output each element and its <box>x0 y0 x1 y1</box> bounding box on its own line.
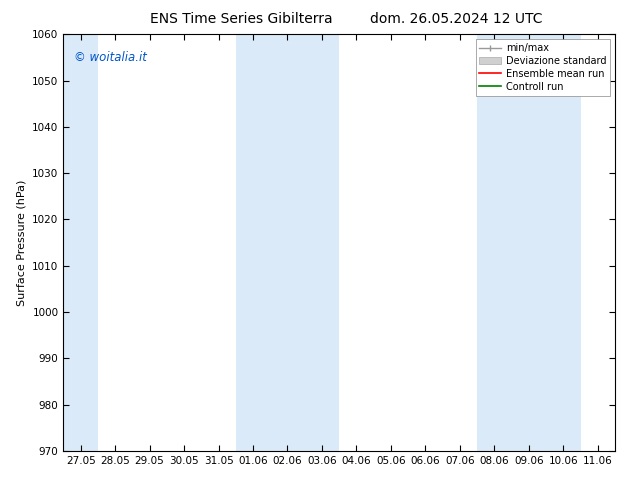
Bar <box>477 34 581 451</box>
Text: © woitalia.it: © woitalia.it <box>74 51 147 64</box>
Bar <box>63 34 98 451</box>
Legend: min/max, Deviazione standard, Ensemble mean run, Controll run: min/max, Deviazione standard, Ensemble m… <box>476 39 610 96</box>
Bar <box>236 34 339 451</box>
Y-axis label: Surface Pressure (hPa): Surface Pressure (hPa) <box>16 179 27 306</box>
Text: dom. 26.05.2024 12 UTC: dom. 26.05.2024 12 UTC <box>370 12 543 26</box>
Text: ENS Time Series Gibilterra: ENS Time Series Gibilterra <box>150 12 332 26</box>
